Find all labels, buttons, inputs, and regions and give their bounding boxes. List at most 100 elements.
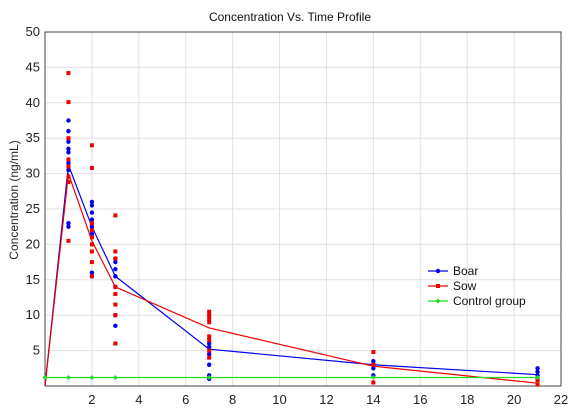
y-tick-label: 25	[26, 201, 40, 216]
sow-point	[371, 350, 376, 355]
legend-swatch-marker	[435, 268, 441, 274]
boar-point	[66, 220, 71, 226]
legend-swatch-marker	[436, 284, 440, 288]
sow-point	[89, 260, 94, 265]
x-tick-label: 14	[366, 392, 380, 407]
sow-point	[207, 316, 212, 321]
control-group-point	[370, 375, 376, 381]
boar-point	[206, 344, 212, 350]
boar-point	[89, 210, 95, 215]
y-tick-label: 45	[26, 59, 40, 74]
sow-point	[66, 238, 71, 243]
x-tick-label: 12	[319, 392, 333, 407]
sow-point	[89, 242, 94, 247]
boar-point	[89, 199, 95, 205]
control-group-point	[535, 375, 541, 381]
legend-item-control-group: Control group	[428, 294, 526, 308]
boar-point	[66, 167, 71, 173]
sow-point	[66, 180, 71, 185]
boar-point	[66, 128, 71, 134]
sow-point	[89, 235, 94, 240]
series-boar	[44, 118, 540, 387]
x-tick-label: 8	[229, 392, 236, 407]
y-tick-label: 20	[26, 236, 40, 251]
x-tick-label: 10	[272, 392, 286, 407]
sow-point	[207, 348, 212, 353]
sow-point	[66, 164, 71, 169]
control-group-point	[65, 375, 71, 381]
sow-point	[113, 313, 118, 318]
boar-point	[66, 160, 71, 166]
x-tick-label: 2	[88, 392, 95, 407]
y-tick-label: 10	[26, 307, 40, 322]
sow-point	[207, 309, 212, 314]
boar-point	[113, 266, 118, 272]
y-tick-label: 15	[26, 272, 40, 287]
boar-point	[206, 362, 212, 367]
sow-point	[207, 337, 212, 342]
x-tick-label: 4	[135, 392, 142, 407]
boar-point	[89, 270, 95, 275]
chart-title: Concentration Vs. Time Profile	[209, 10, 371, 24]
sow-point	[113, 249, 118, 254]
boar-point	[113, 259, 118, 265]
boar-point	[113, 323, 118, 329]
sow-point	[66, 100, 71, 105]
legend-label: Boar	[453, 264, 478, 278]
sow-point	[207, 355, 212, 360]
sow-point	[66, 157, 71, 162]
x-tick-label: 20	[507, 392, 521, 407]
y-tick-label: 50	[26, 24, 40, 39]
boar-point	[371, 366, 376, 371]
x-tick-label: 22	[554, 392, 568, 407]
control-group-point	[206, 375, 212, 381]
sow-point	[113, 213, 118, 218]
sow-point	[113, 284, 118, 289]
boar-point	[206, 341, 212, 346]
boar-point	[371, 359, 376, 364]
sow-point	[89, 143, 94, 148]
boar-point	[89, 203, 95, 208]
sow-point	[113, 302, 118, 307]
boar-point	[66, 150, 71, 155]
control-group-point	[112, 375, 118, 381]
y-axis-label: Concentration (ng/mL)	[7, 140, 21, 259]
sow-point	[113, 256, 118, 261]
sow-point	[207, 320, 212, 325]
plot-frame	[44, 31, 562, 387]
sow-point	[535, 382, 540, 387]
boar-point	[535, 366, 540, 371]
sow-point	[66, 71, 71, 76]
sow-point	[89, 274, 94, 279]
sow-point	[371, 362, 376, 367]
boar-point	[66, 139, 71, 144]
boar-point	[89, 231, 95, 236]
sow-point	[66, 175, 71, 180]
boar-point	[66, 118, 71, 123]
series-sow	[44, 71, 540, 387]
legend-label: Sow	[453, 279, 477, 293]
x-tick-label: 18	[460, 392, 474, 407]
series-control-group	[42, 375, 541, 381]
legend-item-boar: Boar	[428, 264, 478, 278]
y-tick-label: 35	[26, 130, 40, 145]
sow-point	[535, 378, 540, 383]
x-tick-label: 6	[182, 392, 189, 407]
sow-point	[89, 249, 94, 254]
sow-point	[207, 334, 212, 339]
boar-point	[89, 224, 95, 229]
boar-point	[66, 146, 71, 152]
sow-point	[113, 341, 118, 346]
sow-point	[89, 228, 94, 233]
x-tick-label: 16	[413, 392, 427, 407]
legend-swatch-marker	[435, 298, 441, 304]
legend-label: Control group	[453, 294, 526, 308]
sow-point	[89, 221, 94, 226]
sow-point	[89, 165, 94, 170]
sow-point	[66, 136, 71, 141]
boar-point	[89, 217, 95, 222]
sow-point	[207, 313, 212, 318]
series-layer	[42, 71, 541, 387]
y-tick-label: 30	[26, 166, 40, 181]
